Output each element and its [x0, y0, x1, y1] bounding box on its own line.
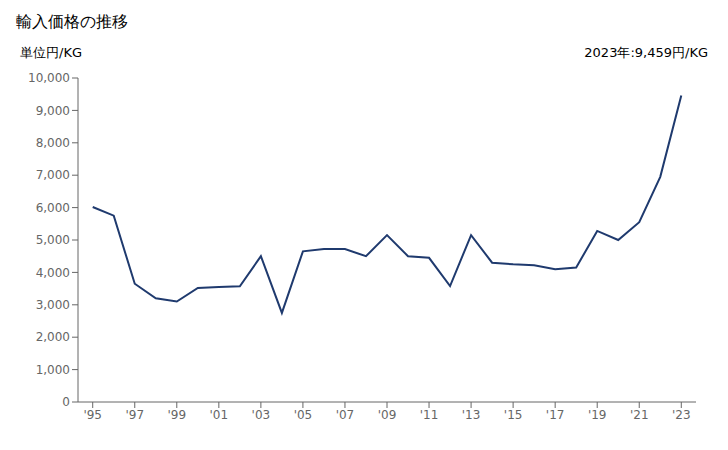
html-text:単位円/KG: 単位円/KG — [20, 45, 82, 60]
svg-text:6,000: 6,000 — [36, 201, 70, 215]
svg-text:'19: '19 — [588, 408, 607, 422]
svg-text:'95: '95 — [83, 408, 102, 422]
svg-text:'97: '97 — [125, 408, 144, 422]
svg-text:2,000: 2,000 — [36, 330, 70, 344]
svg-text:5,000: 5,000 — [36, 233, 70, 247]
svg-text:'21: '21 — [630, 408, 649, 422]
html-text:輸入価格の推移: 輸入価格の推移 — [16, 12, 128, 31]
svg-text:'03: '03 — [252, 408, 271, 422]
svg-text:'17: '17 — [546, 408, 565, 422]
svg-text:'07: '07 — [336, 408, 355, 422]
svg-text:'15: '15 — [504, 408, 523, 422]
svg-text:3,000: 3,000 — [36, 298, 70, 312]
svg-text:10,000: 10,000 — [28, 71, 70, 85]
svg-text:9,000: 9,000 — [36, 104, 70, 118]
svg-text:'01: '01 — [210, 408, 229, 422]
svg-text:'11: '11 — [420, 408, 439, 422]
svg-text:0: 0 — [62, 395, 70, 409]
svg-text:'05: '05 — [294, 408, 313, 422]
svg-text:4,000: 4,000 — [36, 266, 70, 280]
svg-text:'09: '09 — [378, 408, 397, 422]
html-text:2023年:9,459円/KG: 2023年:9,459円/KG — [584, 45, 708, 60]
svg-text:'23: '23 — [672, 408, 691, 422]
svg-text:'99: '99 — [168, 408, 187, 422]
svg-text:8,000: 8,000 — [36, 136, 70, 150]
svg-text:'13: '13 — [462, 408, 481, 422]
svg-text:7,000: 7,000 — [36, 168, 70, 182]
svg-text:1,000: 1,000 — [36, 363, 70, 377]
